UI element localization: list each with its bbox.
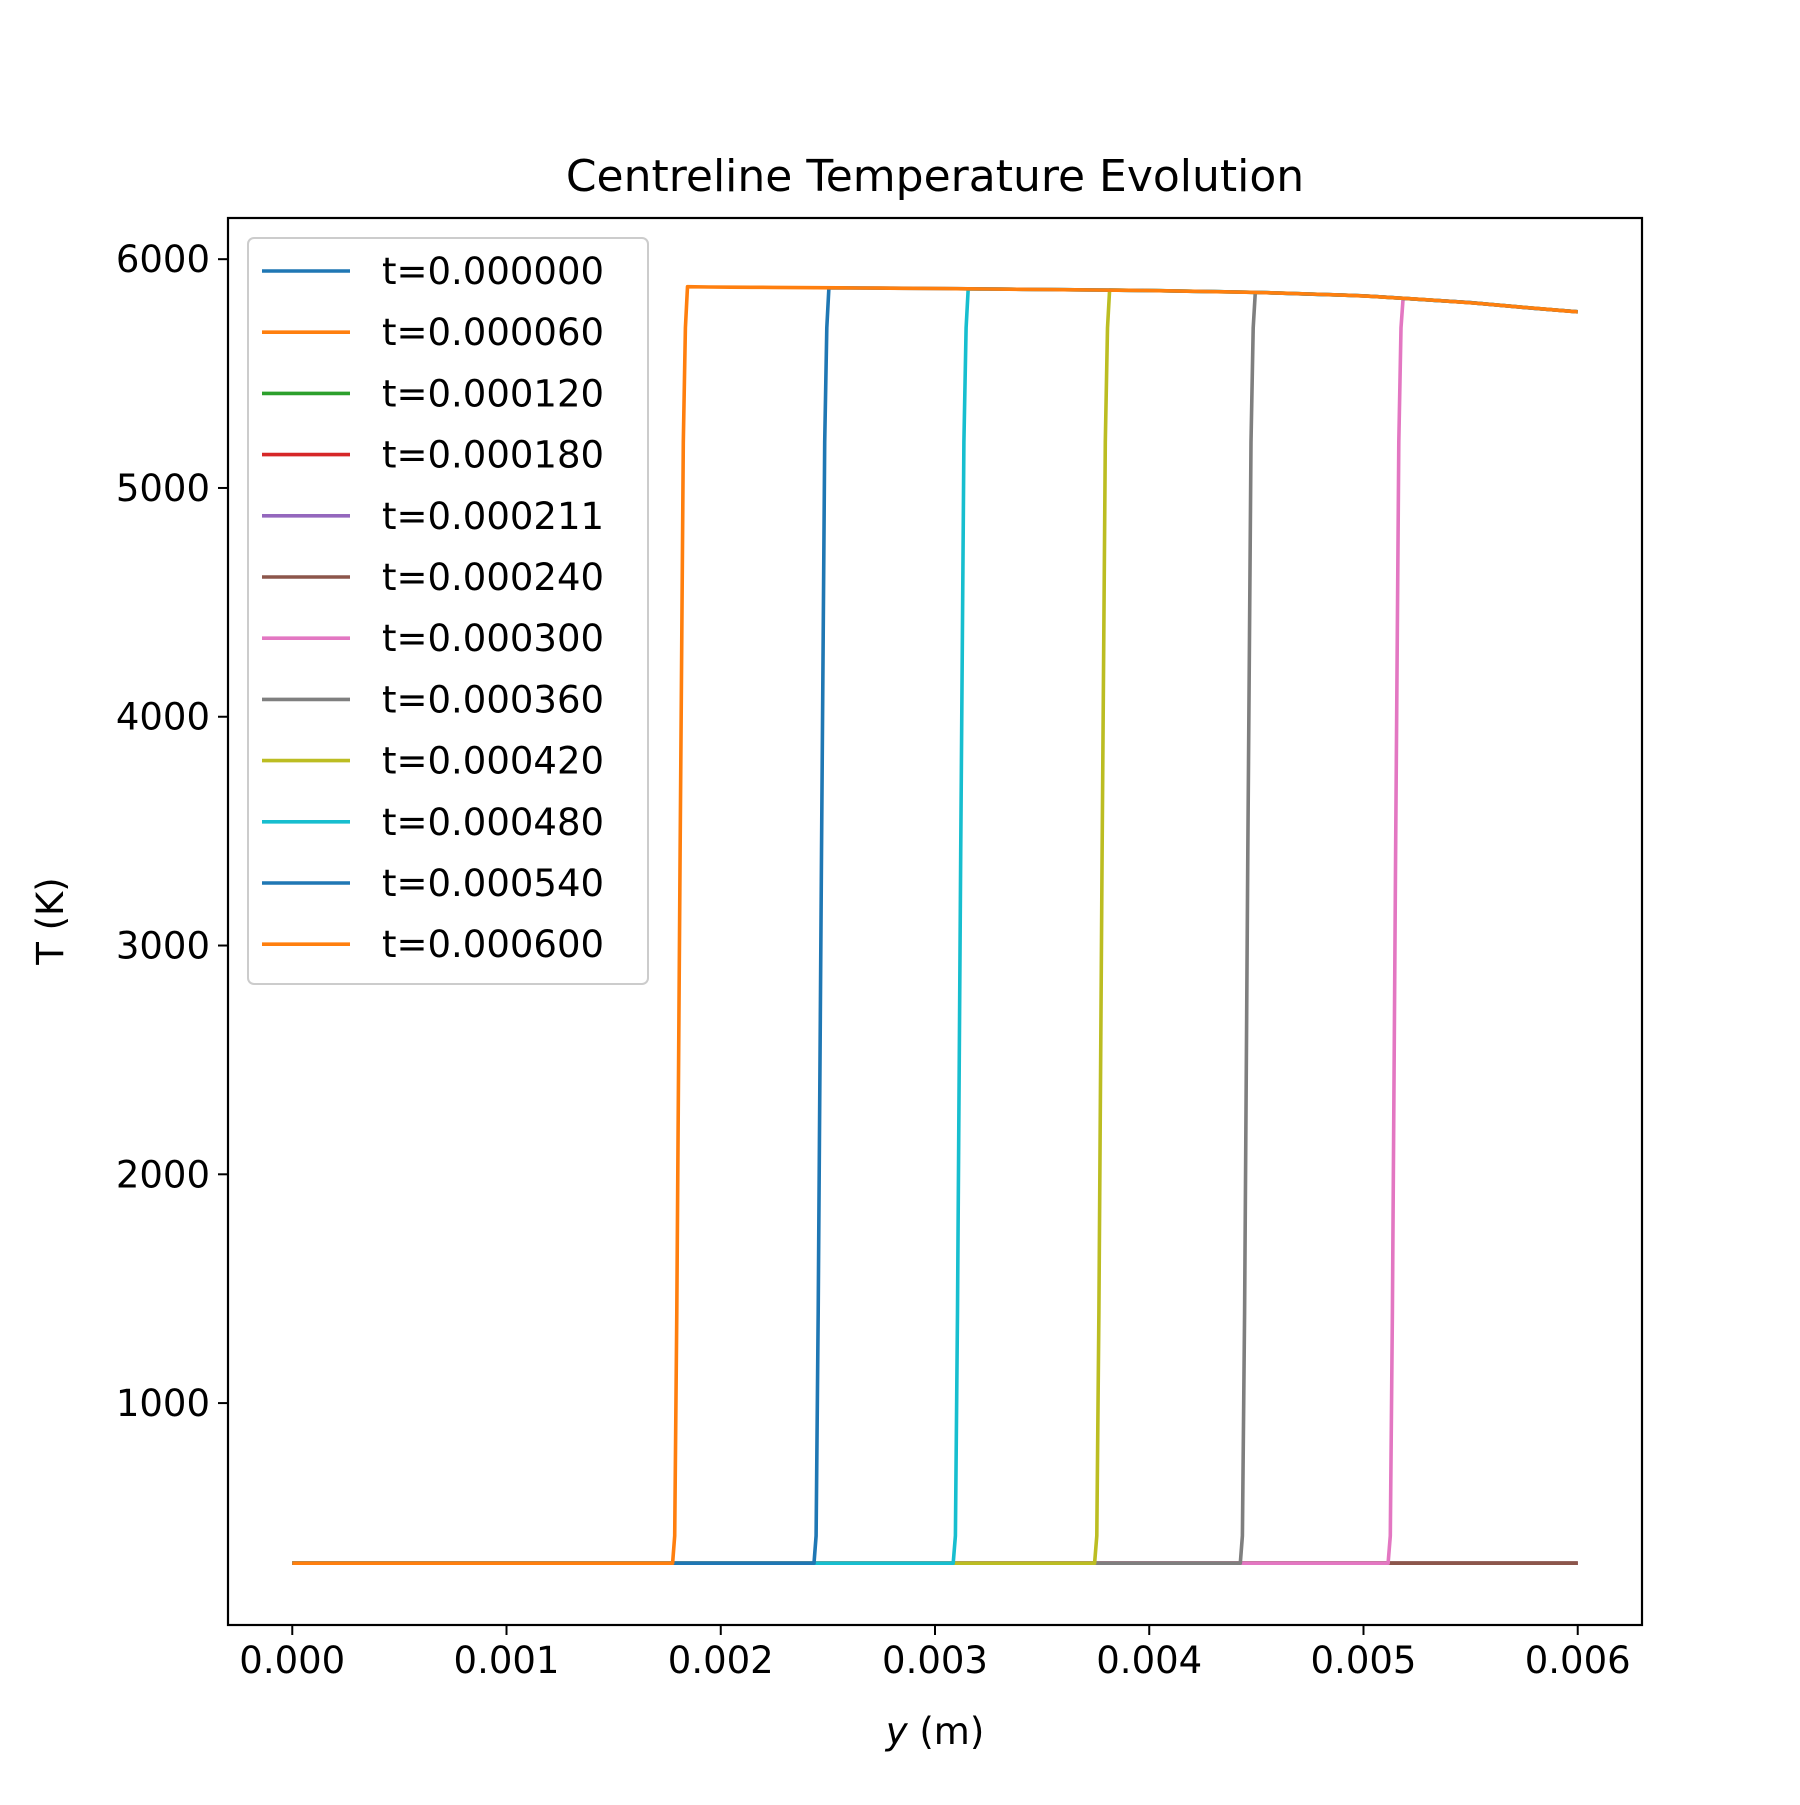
x-tick-label: 0.005	[1311, 1639, 1417, 1682]
legend-label: t=0.000360	[382, 678, 604, 721]
y-tick-label: 3000	[116, 925, 210, 968]
chart-title: Centreline Temperature Evolution	[566, 151, 1304, 202]
legend-label: t=0.000211	[382, 495, 604, 538]
legend-label: t=0.000600	[382, 923, 604, 966]
legend-label: t=0.000000	[382, 250, 604, 293]
y-tick-label: 1000	[116, 1382, 210, 1425]
x-tick-label: 0.000	[239, 1639, 345, 1682]
x-axis: 0.000 0.001 0.002 0.003 0.004 0.005 0.006	[239, 1625, 1631, 1682]
x-tick-label: 0.006	[1525, 1639, 1631, 1682]
legend-label: t=0.000120	[382, 372, 604, 415]
y-tick-label: 6000	[116, 238, 210, 281]
legend-label: t=0.000060	[382, 311, 604, 354]
lines-layer	[292, 284, 1579, 1565]
legend-label: t=0.000480	[382, 801, 604, 844]
legend: t=0.000000 t=0.000060 t=0.000120 t=0.000180…	[247, 237, 649, 985]
series-line-11	[292, 284, 1578, 1565]
legend-label: t=0.000300	[382, 617, 604, 660]
legend-label: t=0.000180	[382, 434, 604, 477]
y-tick-label: 2000	[116, 1153, 210, 1196]
legend-label: t=0.000240	[382, 556, 604, 599]
x-tick-label: 0.004	[1096, 1639, 1202, 1682]
x-axis-variable: y	[885, 1710, 909, 1753]
x-axis-label: y (m)	[885, 1710, 985, 1753]
x-tick-label: 0.003	[882, 1639, 988, 1682]
legend-box	[247, 237, 649, 985]
x-tick-label: 0.001	[454, 1639, 560, 1682]
x-tick-label: 0.002	[668, 1639, 774, 1682]
y-tick-label: 4000	[116, 696, 210, 739]
y-axis-label: T (K)	[29, 877, 72, 966]
legend-label: t=0.000540	[382, 862, 604, 905]
y-axis: 1000 2000 3000 4000 5000 6000	[116, 238, 228, 1425]
y-tick-label: 5000	[116, 467, 210, 510]
x-axis-unit: (m)	[908, 1710, 985, 1753]
legend-label: t=0.000420	[382, 740, 604, 783]
